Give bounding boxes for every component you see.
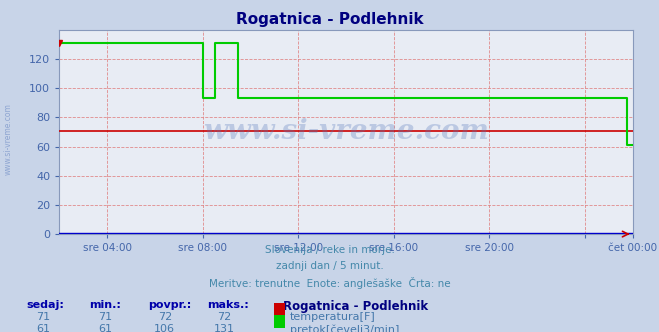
Text: 106: 106 <box>154 324 175 332</box>
Text: 61: 61 <box>36 324 50 332</box>
Text: Meritve: trenutne  Enote: anglešaške  Črta: ne: Meritve: trenutne Enote: anglešaške Črta… <box>209 277 450 289</box>
Text: zadnji dan / 5 minut.: zadnji dan / 5 minut. <box>275 261 384 271</box>
Text: povpr.:: povpr.: <box>148 300 192 310</box>
Text: www.si-vreme.com: www.si-vreme.com <box>3 104 13 175</box>
Text: www.si-vreme.com: www.si-vreme.com <box>203 119 489 145</box>
Text: Rogatnica - Podlehnik: Rogatnica - Podlehnik <box>236 12 423 27</box>
Text: 72: 72 <box>217 312 231 322</box>
Text: Rogatnica - Podlehnik: Rogatnica - Podlehnik <box>283 300 428 313</box>
Text: min.:: min.: <box>89 300 121 310</box>
Text: 131: 131 <box>214 324 235 332</box>
Text: 71: 71 <box>98 312 113 322</box>
Text: 71: 71 <box>36 312 50 322</box>
Text: pretok[čevelj3/min]: pretok[čevelj3/min] <box>290 324 399 332</box>
Text: 61: 61 <box>98 324 113 332</box>
Text: temperatura[F]: temperatura[F] <box>290 312 376 322</box>
Text: 72: 72 <box>158 312 172 322</box>
Text: sedaj:: sedaj: <box>26 300 64 310</box>
Text: Slovenija / reke in morje.: Slovenija / reke in morje. <box>264 245 395 255</box>
Text: maks.:: maks.: <box>208 300 249 310</box>
